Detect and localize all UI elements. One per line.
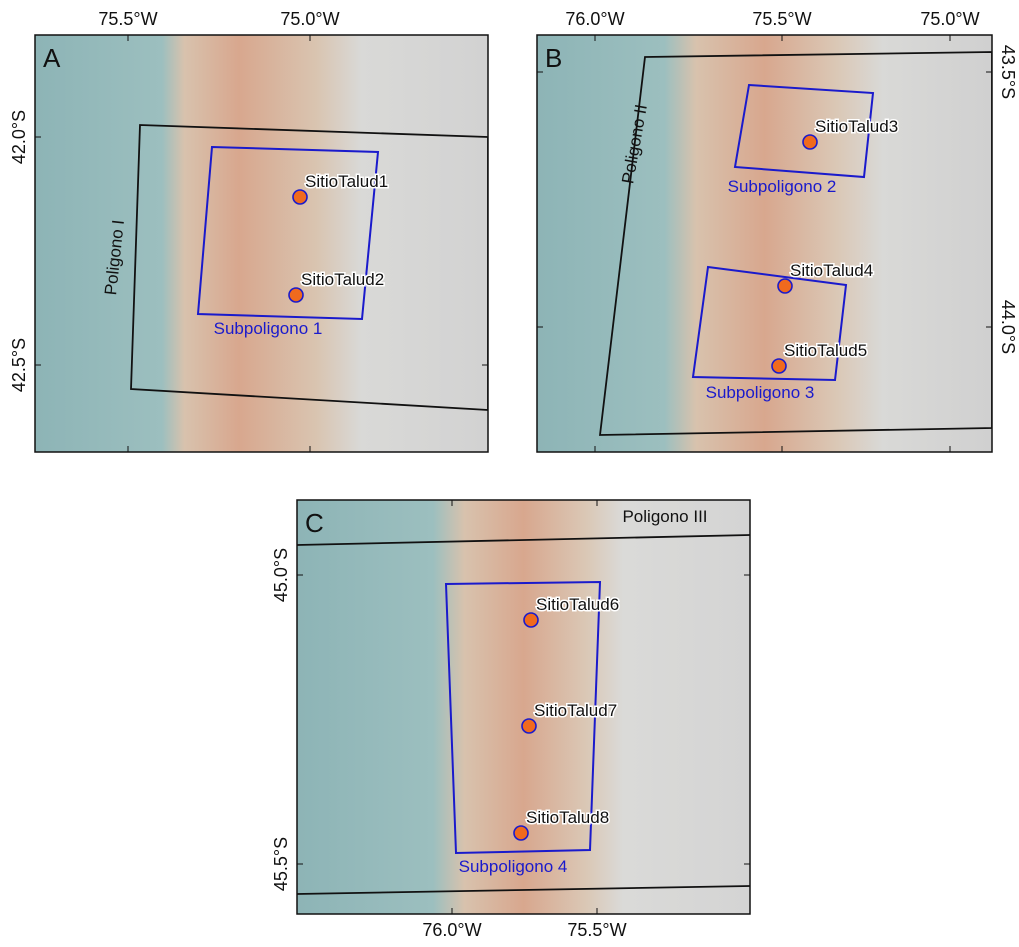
x-tick-label: 75.5°W bbox=[752, 9, 811, 29]
site-label: SitioTalud6 bbox=[536, 595, 619, 614]
site-marker bbox=[803, 135, 817, 149]
polygon-label: Poligono III bbox=[622, 507, 707, 526]
panel-label: A bbox=[43, 43, 61, 73]
x-tick-label: 75.5°W bbox=[98, 9, 157, 29]
site-label: SitioTalud8 bbox=[526, 808, 609, 827]
site-label: SitioTalud4 bbox=[790, 261, 873, 280]
site-marker bbox=[514, 826, 528, 840]
x-tick-label: 76.0°W bbox=[422, 920, 481, 940]
site-marker bbox=[289, 288, 303, 302]
map-content bbox=[35, 35, 488, 452]
subpolygon-label: Subpoligono 2 bbox=[728, 177, 837, 196]
subpolygon-label: Subpoligono 1 bbox=[214, 319, 323, 338]
y-tick-label: 42.5°S bbox=[9, 338, 29, 392]
panel-label: C bbox=[305, 508, 324, 538]
site-marker bbox=[293, 190, 307, 204]
x-tick-label: 76.0°W bbox=[565, 9, 624, 29]
y-tick-label: 43.5°S bbox=[998, 45, 1018, 99]
site-marker bbox=[778, 279, 792, 293]
site-marker bbox=[522, 719, 536, 733]
subpolygon-label: Subpoligono 4 bbox=[459, 857, 568, 876]
subpolygon-label: Subpoligono 3 bbox=[706, 383, 815, 402]
x-tick-label: 75.5°W bbox=[567, 920, 626, 940]
site-label: SitioTalud1 bbox=[305, 172, 388, 191]
site-label: SitioTalud7 bbox=[534, 701, 617, 720]
y-tick-label: 45.0°S bbox=[271, 548, 291, 602]
map-panel: C 76.0°W 75.5°W 45.0°S 45.5°S Poligono III Sub… bbox=[271, 500, 750, 940]
site-marker bbox=[524, 613, 538, 627]
figure: A75.5°W75.0°W42.0°S42.5°SPoligono ISubpo… bbox=[0, 0, 1019, 942]
terrain bbox=[35, 35, 488, 452]
y-tick-label: 44.0°S bbox=[998, 300, 1018, 354]
panel-label: B bbox=[545, 43, 562, 73]
site-marker bbox=[772, 359, 786, 373]
x-tick-label: 75.0°W bbox=[920, 9, 979, 29]
y-tick-label: 45.5°S bbox=[271, 837, 291, 891]
x-tick-label: 75.0°W bbox=[280, 9, 339, 29]
site-label: SitioTalud3 bbox=[815, 117, 898, 136]
y-tick-label: 42.0°S bbox=[9, 110, 29, 164]
site-label: SitioTalud2 bbox=[301, 270, 384, 289]
site-label: SitioTalud5 bbox=[784, 341, 867, 360]
